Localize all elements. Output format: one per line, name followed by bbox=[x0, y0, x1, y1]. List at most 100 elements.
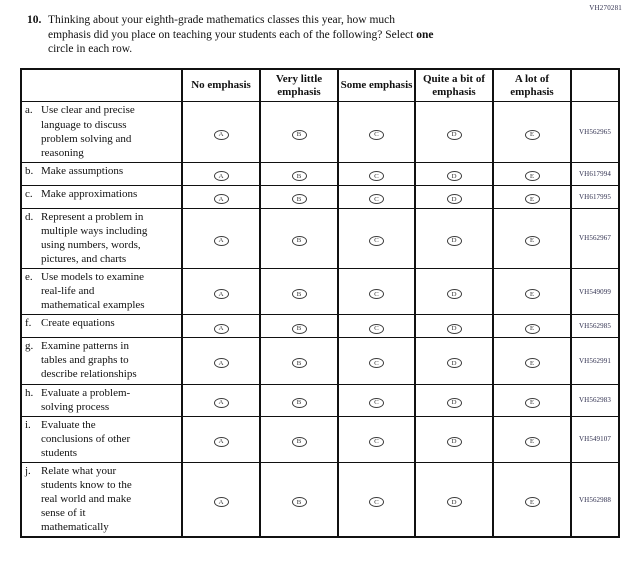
option-cell-very-little-emphasis: B bbox=[259, 161, 339, 186]
option-cell-very-little-emphasis: B bbox=[259, 314, 339, 339]
response-bubble-d[interactable]: D bbox=[446, 358, 462, 369]
response-bubble-d[interactable]: D bbox=[446, 497, 462, 508]
response-bubble-b[interactable]: B bbox=[291, 323, 307, 334]
question-text-bold: one bbox=[416, 28, 434, 41]
response-bubble-b[interactable]: B bbox=[291, 194, 307, 205]
table-row: c. Make approximations A B C D E VH61799… bbox=[20, 184, 620, 209]
response-bubble-a[interactable]: A bbox=[213, 497, 229, 508]
response-bubble-c[interactable]: C bbox=[369, 436, 384, 447]
item-cell: c. Make approximations bbox=[20, 184, 183, 209]
response-bubble-e[interactable]: E bbox=[524, 171, 540, 182]
response-bubble-c[interactable]: C bbox=[369, 235, 384, 246]
response-bubble-b[interactable]: B bbox=[291, 235, 307, 246]
item-cell: d. Represent a problem in multiple ways … bbox=[20, 207, 183, 270]
page-accession-code: VH270281 bbox=[589, 4, 622, 12]
response-bubble-e[interactable]: E bbox=[524, 194, 540, 205]
table-row: e. Use models to examine real-life and m… bbox=[20, 268, 620, 316]
response-bubble-e[interactable]: E bbox=[524, 129, 540, 140]
item-cell: g. Examine patterns in tables and graphs… bbox=[20, 337, 183, 385]
option-cell-a-lot-of-emphasis: E bbox=[492, 161, 572, 186]
question-block: 10. Thinking about your eighth-grade mat… bbox=[27, 13, 636, 57]
response-bubble-c[interactable]: C bbox=[369, 171, 384, 182]
response-bubble-c[interactable]: C bbox=[369, 323, 384, 334]
response-bubble-e[interactable]: E bbox=[524, 397, 540, 408]
response-bubble-d[interactable]: D bbox=[446, 194, 462, 205]
response-bubble-c[interactable]: C bbox=[369, 129, 384, 140]
response-bubble-a[interactable]: A bbox=[213, 235, 229, 246]
response-bubble-a[interactable]: A bbox=[213, 171, 229, 182]
question-number: 10. bbox=[27, 14, 42, 26]
option-cell-no-emphasis: A bbox=[181, 101, 261, 163]
item-letter: f. bbox=[25, 317, 32, 330]
response-bubble-b[interactable]: B bbox=[291, 289, 307, 300]
response-bubble-c[interactable]: C bbox=[369, 497, 384, 508]
item-cell: f. Create equations bbox=[20, 314, 183, 339]
question-text-before: Thinking about your eighth-grade mathema… bbox=[48, 14, 414, 41]
option-cell-a-lot-of-emphasis: E bbox=[492, 101, 572, 163]
response-bubble-e[interactable]: E bbox=[524, 323, 540, 334]
option-cell-very-little-emphasis: B bbox=[259, 207, 339, 270]
item-letter: b. bbox=[25, 164, 34, 177]
emphasis-response-table: No emphasis Very little emphasis Some em… bbox=[20, 68, 620, 539]
response-bubble-a[interactable]: A bbox=[213, 358, 229, 369]
response-bubble-d[interactable]: D bbox=[446, 171, 462, 182]
option-cell-a-lot-of-emphasis: E bbox=[492, 314, 572, 339]
response-bubble-c[interactable]: C bbox=[369, 397, 384, 408]
response-bubble-d[interactable]: D bbox=[446, 397, 462, 408]
response-bubble-b[interactable]: B bbox=[291, 129, 307, 140]
table-row: g. Examine patterns in tables and graphs… bbox=[20, 337, 620, 385]
item-text: Use models to examine real-life and math… bbox=[41, 271, 145, 312]
row-accession-code: VH562988 bbox=[570, 461, 620, 538]
option-cell-quite-a-bit-of-emphasis: D bbox=[414, 314, 494, 339]
item-letter: a. bbox=[25, 104, 33, 117]
response-bubble-b[interactable]: B bbox=[291, 397, 307, 408]
response-bubble-e[interactable]: E bbox=[524, 497, 540, 508]
response-bubble-a[interactable]: A bbox=[213, 129, 229, 140]
response-bubble-a[interactable]: A bbox=[213, 397, 229, 408]
item-text: Make approximations bbox=[41, 187, 138, 200]
response-bubble-a[interactable]: A bbox=[213, 289, 229, 300]
response-bubble-a[interactable]: A bbox=[213, 436, 229, 447]
item-text: Create equations bbox=[41, 317, 115, 330]
response-bubble-e[interactable]: E bbox=[524, 358, 540, 369]
response-bubble-a[interactable]: A bbox=[213, 323, 229, 334]
item-text: Examine patterns in tables and graphs to… bbox=[41, 340, 137, 381]
item-cell: b. Make assumptions bbox=[20, 161, 183, 186]
option-cell-some-emphasis: C bbox=[337, 337, 416, 385]
response-bubble-d[interactable]: D bbox=[446, 129, 462, 140]
item-letter: j. bbox=[25, 464, 31, 477]
response-bubble-b[interactable]: B bbox=[291, 171, 307, 182]
response-bubble-e[interactable]: E bbox=[524, 436, 540, 447]
option-cell-no-emphasis: A bbox=[181, 461, 261, 538]
table-row: j. Relate what your students know to the… bbox=[20, 461, 620, 538]
header-row: No emphasis Very little emphasis Some em… bbox=[20, 68, 620, 103]
option-cell-a-lot-of-emphasis: E bbox=[492, 337, 572, 385]
option-cell-quite-a-bit-of-emphasis: D bbox=[414, 161, 494, 186]
option-cell-no-emphasis: A bbox=[181, 383, 261, 417]
item-text: Evaluate the conclusions of other studen… bbox=[41, 418, 131, 459]
response-bubble-c[interactable]: C bbox=[369, 289, 384, 300]
response-bubble-c[interactable]: C bbox=[369, 194, 384, 205]
response-bubble-a[interactable]: A bbox=[213, 194, 229, 205]
option-cell-some-emphasis: C bbox=[337, 184, 416, 209]
option-cell-some-emphasis: C bbox=[337, 268, 416, 316]
response-bubble-b[interactable]: B bbox=[291, 497, 307, 508]
column-header-a-lot-of-emphasis: A lot of emphasis bbox=[492, 68, 572, 103]
item-letter: i. bbox=[25, 418, 31, 431]
response-bubble-d[interactable]: D bbox=[446, 289, 462, 300]
item-cell: h. Evaluate a problem-solving process bbox=[20, 383, 183, 417]
response-bubble-b[interactable]: B bbox=[291, 358, 307, 369]
table-row: h. Evaluate a problem-solving process A … bbox=[20, 383, 620, 417]
option-cell-quite-a-bit-of-emphasis: D bbox=[414, 207, 494, 270]
item-cell: i. Evaluate the conclusions of other stu… bbox=[20, 415, 183, 463]
response-bubble-e[interactable]: E bbox=[524, 235, 540, 246]
response-bubble-d[interactable]: D bbox=[446, 235, 462, 246]
response-bubble-e[interactable]: E bbox=[524, 289, 540, 300]
response-bubble-b[interactable]: B bbox=[291, 436, 307, 447]
response-bubble-d[interactable]: D bbox=[446, 436, 462, 447]
response-bubble-d[interactable]: D bbox=[446, 323, 462, 334]
response-bubble-c[interactable]: C bbox=[369, 358, 384, 369]
option-cell-a-lot-of-emphasis: E bbox=[492, 383, 572, 417]
row-accession-code: VH562985 bbox=[570, 314, 620, 339]
